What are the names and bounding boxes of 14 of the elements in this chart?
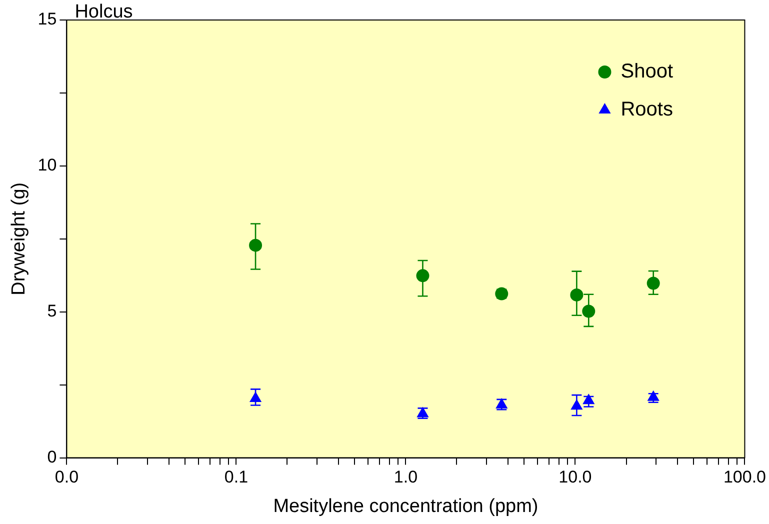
x-tick-label: 10.0 — [558, 468, 592, 487]
y-axis-title: Dryweight (g) — [8, 182, 30, 296]
y-tick-label: 15 — [38, 10, 57, 29]
legend-label: Roots — [620, 98, 673, 121]
x-tick-label: 0.0 — [54, 468, 79, 487]
y-tick-label: 10 — [38, 156, 57, 175]
y-tick-label: 0 — [47, 447, 57, 466]
x-axis-title: Mesitylene concentration (ppm) — [273, 496, 538, 517]
x-tick-label: 1.0 — [394, 468, 418, 487]
y-tick-label: 5 — [47, 302, 57, 321]
x-tick-label: 100.0 — [723, 468, 766, 487]
annotation: Holcus — [74, 2, 133, 23]
x-tick-label: 0.1 — [224, 468, 248, 487]
legend-label: Shoot — [620, 60, 674, 83]
